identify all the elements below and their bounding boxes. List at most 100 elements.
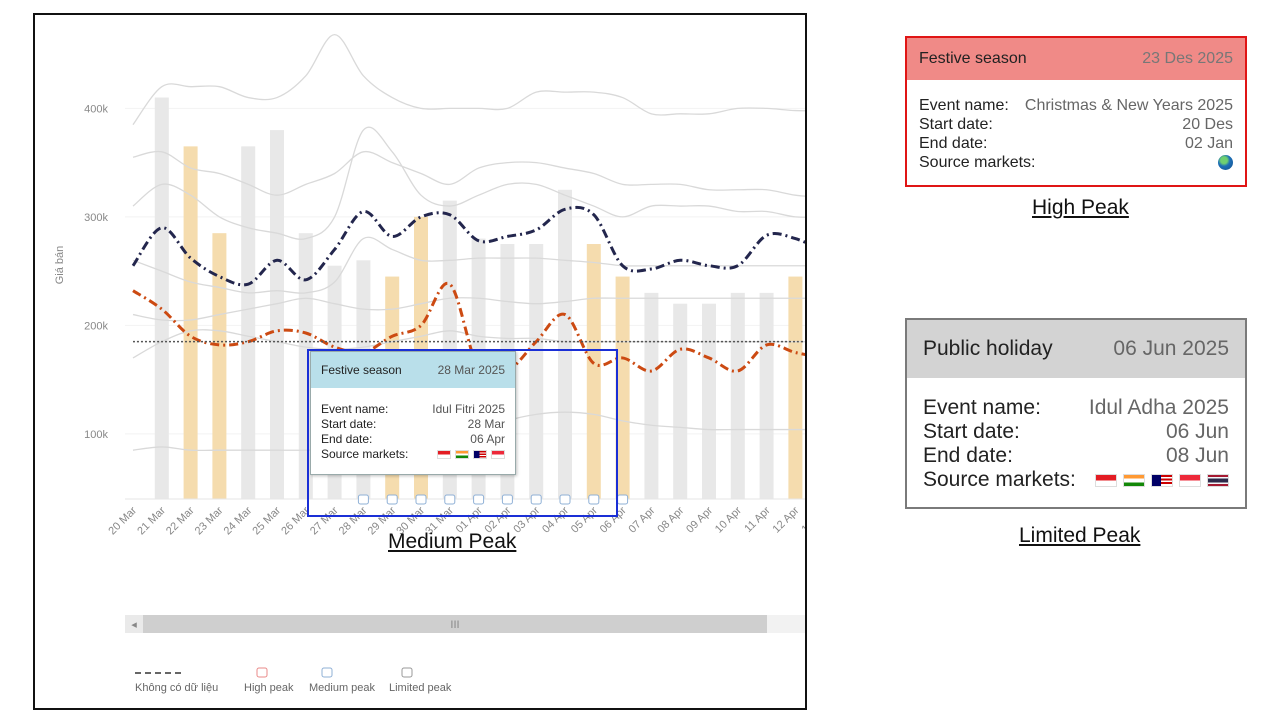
x-tick-label: 21 Mar xyxy=(135,504,168,537)
background-series-line xyxy=(132,150,805,197)
medium-peak-highlight-box xyxy=(307,349,618,517)
flag-thailand-icon xyxy=(1207,473,1229,487)
medium-peak-marker-icon xyxy=(386,494,398,505)
bar xyxy=(154,97,169,500)
legend-label: High peak xyxy=(244,682,294,694)
y-tick-label: 300k xyxy=(84,212,108,224)
flag-singapore-icon xyxy=(491,450,505,459)
start-date-value: 28 Mar xyxy=(467,417,505,431)
bar xyxy=(615,276,630,499)
event-name-label: Event name: xyxy=(923,396,1041,419)
y-tick-label: 200k xyxy=(84,320,108,332)
medium-peak-marker-icon xyxy=(501,494,513,505)
medium-peak-marker-icon xyxy=(415,494,427,505)
limited-peak-caption: Limited Peak xyxy=(1019,524,1141,547)
scrollbar-grip-icon: III xyxy=(450,619,459,631)
event-name-label: Event name: xyxy=(321,402,389,416)
source-markets-label: Source markets: xyxy=(923,468,1076,491)
x-tick-label: 08 Apr xyxy=(655,504,686,535)
limited-card-header: Public holiday 06 Jun 2025 xyxy=(907,320,1245,378)
x-tick-label: 23 Mar xyxy=(193,504,226,537)
medium-peak-marker-icon xyxy=(444,494,456,505)
limited-card-date: 06 Jun 2025 xyxy=(1113,337,1229,360)
high-card-date: 23 Des 2025 xyxy=(1142,50,1233,67)
tooltip-date: 28 Mar 2025 xyxy=(437,363,505,377)
source-markets-label: Source markets: xyxy=(321,447,409,461)
y-axis-label: Giá bán xyxy=(54,246,66,285)
bar xyxy=(558,189,572,499)
bar xyxy=(759,292,774,499)
flag-india-icon xyxy=(455,450,469,459)
end-date-value: 08 Jun xyxy=(1165,444,1229,467)
flag-indonesia-icon xyxy=(437,450,451,459)
legend-peak-icon xyxy=(321,667,333,678)
legend-label: Medium peak xyxy=(309,682,376,694)
bar xyxy=(586,244,601,499)
bar xyxy=(702,303,716,499)
bar xyxy=(183,146,198,499)
x-tick-label: 11 Apr xyxy=(742,504,773,535)
flag-singapore-icon xyxy=(1179,473,1201,487)
x-tick-label: 20 Mar xyxy=(106,504,139,537)
event-name-label: Event name: xyxy=(919,97,1009,114)
medium-peak-marker-icon xyxy=(617,494,629,505)
flag-indonesia-icon xyxy=(1095,473,1117,487)
bar xyxy=(644,292,659,499)
end-date-label: End date: xyxy=(923,444,1013,467)
bar xyxy=(212,233,227,500)
limited-card-title: Public holiday xyxy=(923,337,1053,360)
bar xyxy=(673,303,688,499)
medium-peak-marker-icon xyxy=(588,494,600,505)
start-date-value: 20 Des xyxy=(1182,116,1233,133)
high-peak-caption: High Peak xyxy=(1032,196,1129,219)
start-date-value: 06 Jun xyxy=(1165,420,1229,443)
source-markets-label: Source markets: xyxy=(919,154,1036,171)
high-card-header: Festive season 23 Des 2025 xyxy=(907,38,1245,80)
event-name-value: Christmas & New Years 2025 xyxy=(1024,97,1233,114)
limited-peak-card: Public holiday 06 Jun 2025 Event name: Id… xyxy=(905,318,1247,509)
legend-label: Không có dữ liệu xyxy=(135,682,218,694)
x-tick-label: 13 Apr xyxy=(799,504,807,535)
bar xyxy=(788,276,803,499)
start-date-label: Start date: xyxy=(919,116,993,133)
flag-india-icon xyxy=(1123,473,1145,487)
medium-peak-marker-icon xyxy=(473,494,485,505)
start-date-label: Start date: xyxy=(321,417,377,431)
event-name-value: Idul Adha 2025 xyxy=(1088,396,1229,419)
dark-dashdot-series-line xyxy=(131,205,805,287)
x-tick-label: 07 Apr xyxy=(627,504,658,535)
medium-peak-tooltip: Festive season 28 Mar 2025 Event name: Id… xyxy=(310,351,516,475)
high-peak-card: Festive season 23 Des 2025 Event name: Ch… xyxy=(905,36,1247,187)
y-tick-label: 100k xyxy=(84,429,108,441)
legend-peak-icon xyxy=(256,667,268,678)
legend-label: Limited peak xyxy=(389,682,452,694)
background-series-line xyxy=(132,33,805,126)
source-market-flags xyxy=(437,447,505,462)
end-date-label: End date: xyxy=(321,432,373,446)
event-name-value: Idul Fitri 2025 xyxy=(432,402,505,416)
end-date-value: 02 Jan xyxy=(1184,135,1233,152)
background-series-line xyxy=(132,126,805,240)
bar xyxy=(529,244,544,499)
background-series-line xyxy=(132,297,805,322)
x-tick-label: 09 Apr xyxy=(684,504,715,535)
tooltip-header: Festive season 28 Mar 2025 xyxy=(311,352,515,388)
start-date-label: Start date: xyxy=(923,420,1020,443)
scrollbar-thumb xyxy=(143,615,767,633)
globe-icon xyxy=(1218,155,1233,170)
x-tick-label: 25 Mar xyxy=(250,504,283,537)
bar xyxy=(241,146,256,499)
x-tick-label: 22 Mar xyxy=(164,504,197,537)
bar xyxy=(298,233,313,500)
x-tick-label: 10 Apr xyxy=(713,504,744,535)
bar xyxy=(730,292,745,499)
medium-peak-marker-icon xyxy=(357,494,369,505)
bar xyxy=(270,130,284,499)
tooltip-title: Festive season xyxy=(321,363,402,377)
price-chart-panel: 100k 200k 300k 400k Giá bán 20 Mar 21 Mar 22 Ma… xyxy=(33,13,807,710)
medium-peak-marker-icon xyxy=(559,494,571,505)
flag-malaysia-icon xyxy=(473,450,487,459)
scrollbar-left-button xyxy=(125,615,143,633)
y-tick-label: 400k xyxy=(84,103,108,115)
x-tick-label: 12 Apr xyxy=(771,504,802,535)
